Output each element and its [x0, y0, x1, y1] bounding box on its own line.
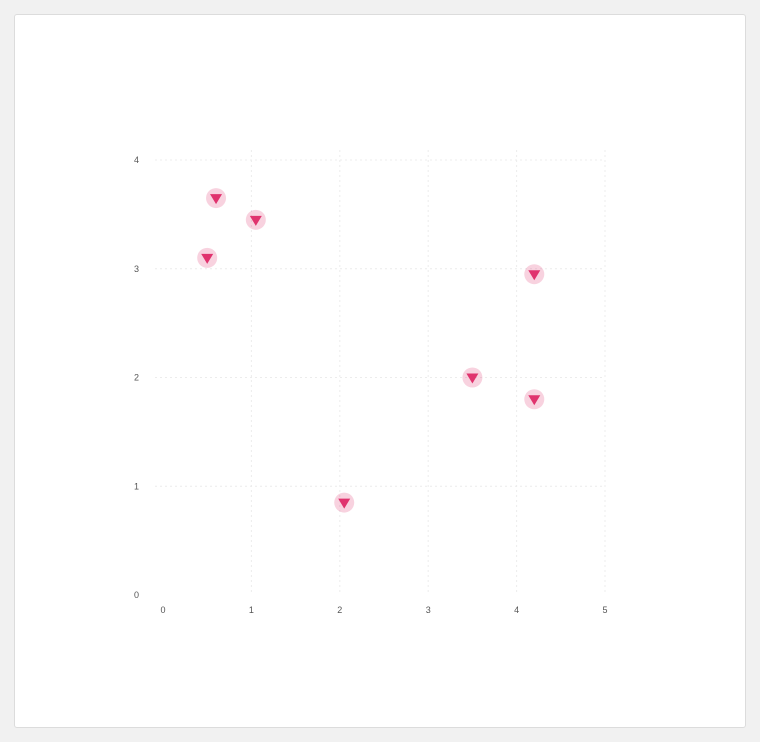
- chart-card: 0 1 2 3 4 5 0 1 2 3 4: [14, 14, 746, 728]
- data-point: [524, 389, 544, 409]
- y-tick-label: 4: [134, 155, 139, 165]
- y-tick-label: 3: [134, 264, 139, 274]
- y-tick-label: 1: [134, 481, 139, 491]
- scatter-chart: 0 1 2 3 4 5 0 1 2 3 4: [15, 15, 745, 727]
- grid-lines: [155, 150, 605, 595]
- data-point: [524, 264, 544, 284]
- data-point: [197, 248, 217, 268]
- data-point: [246, 210, 266, 230]
- x-tick-label: 2: [337, 605, 342, 615]
- data-point: [462, 368, 482, 388]
- x-tick-label: 5: [602, 605, 607, 615]
- y-tick-label: 0: [134, 590, 139, 600]
- data-point: [334, 493, 354, 513]
- y-tick-label: 2: [134, 373, 139, 383]
- x-tick-label: 1: [249, 605, 254, 615]
- x-tick-label: 3: [426, 605, 431, 615]
- x-tick-label: 4: [514, 605, 519, 615]
- axis-ticks: 0 1 2 3 4 5 0 1 2 3 4: [134, 155, 608, 615]
- data-points: [197, 188, 544, 513]
- data-point: [206, 188, 226, 208]
- x-tick-label: 0: [160, 605, 165, 615]
